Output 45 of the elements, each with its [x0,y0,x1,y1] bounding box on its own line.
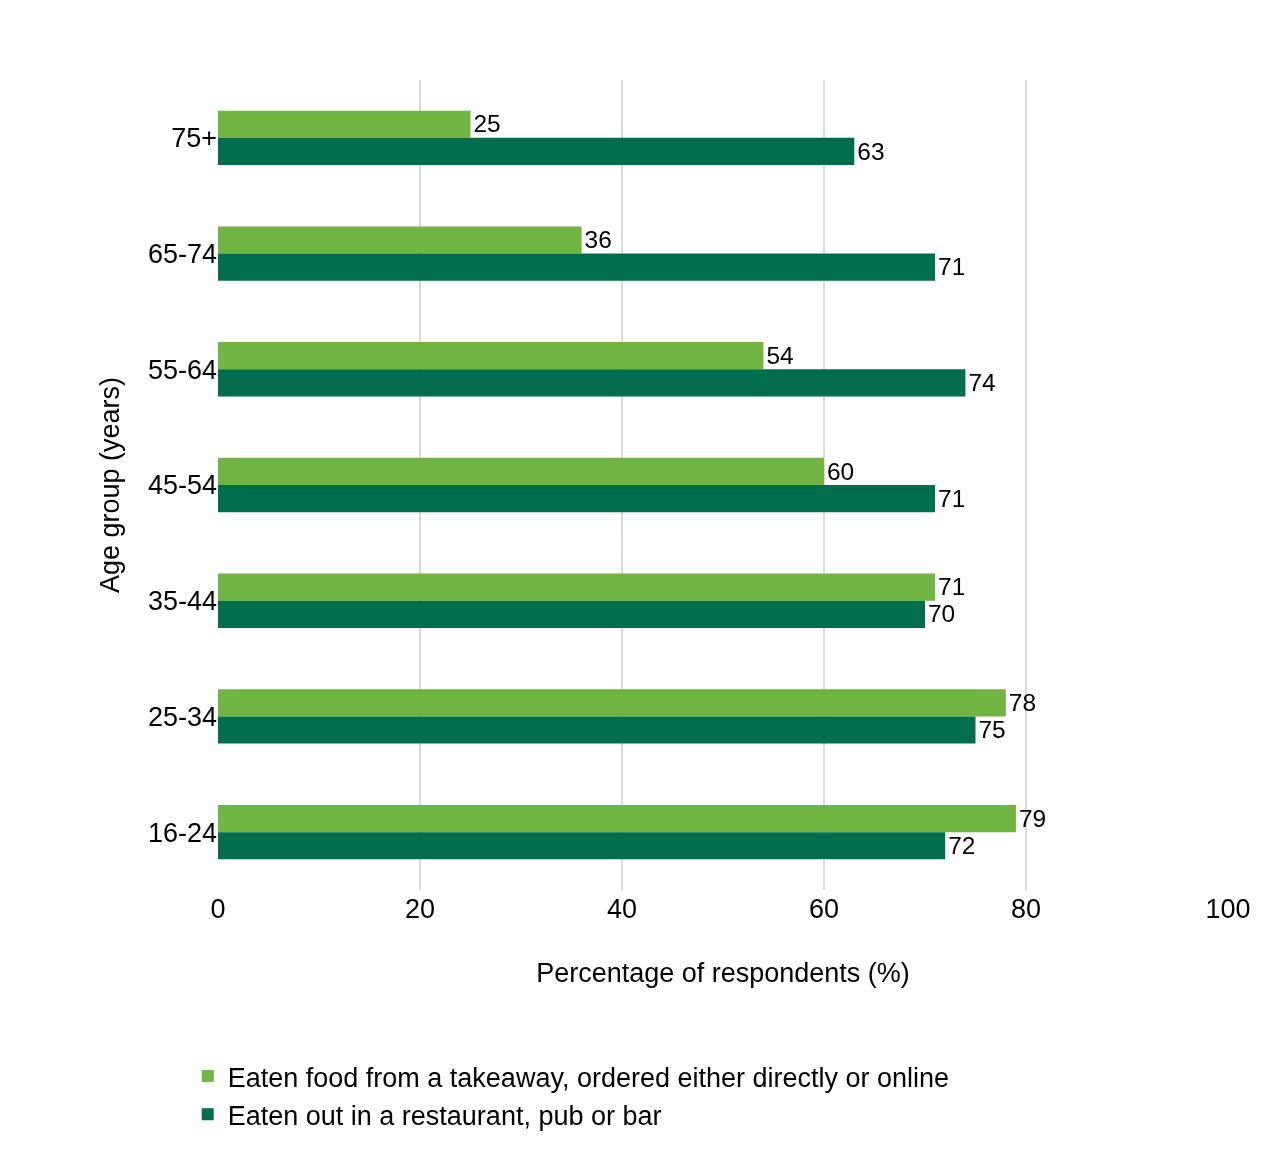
y-axis-title: Age group (years) [94,376,125,594]
bar [218,485,936,513]
bar [218,137,855,166]
bar [218,226,582,254]
y-tick-label: 25-34 [147,701,217,732]
bar [218,689,1006,717]
data-label: 72 [948,831,976,859]
bar [218,600,925,628]
bar [218,342,764,370]
data-label: 71 [938,253,966,281]
legend-label: Eaten food from a takeaway, ordered either directly or online [227,1062,950,1093]
data-label: 79 [1018,804,1047,832]
x-axis-title: Percentage of respondents (%) [536,958,910,989]
data-label: 54 [766,341,794,369]
bar [218,457,824,485]
data-label: 25 [473,110,501,138]
bar [218,369,966,397]
data-label: 70 [928,600,956,628]
data-label: 74 [968,369,996,397]
y-tick-label: 35-44 [147,586,217,617]
x-tick-label: 20 [404,894,436,924]
bar [218,110,471,138]
data-label: 78 [1008,688,1037,716]
y-tick-label: 55-64 [147,354,217,385]
bar [218,832,946,860]
x-tick-label: 60 [808,894,840,924]
data-label: 63 [857,137,885,165]
x-tick-label: 0 [210,894,226,924]
bar [218,804,1016,833]
bar [218,253,936,281]
x-tick-label: 40 [606,894,638,924]
bar [218,573,936,601]
y-tick-label: 75+ [171,123,217,154]
data-label: 71 [938,573,966,601]
data-label: 71 [938,484,966,512]
data-label: 75 [978,716,1006,744]
x-tick-label: 80 [1010,894,1042,924]
legend-label: Eaten out in a restaurant, pub or bar [227,1100,662,1131]
bar [218,716,976,744]
y-tick-label: 65-74 [147,239,217,270]
y-tick-label: 45-54 [147,470,217,501]
data-label: 60 [827,457,855,485]
x-tick-label: 100 [1205,894,1251,924]
data-label: 36 [584,226,612,254]
y-tick-label: 16-24 [147,817,217,848]
